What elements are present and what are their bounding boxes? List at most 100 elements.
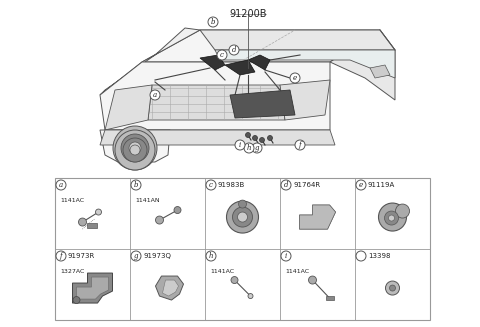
Polygon shape (105, 85, 152, 130)
Circle shape (396, 204, 409, 218)
Text: 91973R: 91973R (68, 253, 95, 259)
Circle shape (260, 137, 264, 143)
Text: h: h (209, 252, 213, 260)
Text: 1141AC: 1141AC (285, 269, 309, 274)
Text: d: d (232, 46, 236, 54)
Polygon shape (148, 85, 285, 120)
Circle shape (206, 180, 216, 190)
Text: f: f (299, 141, 301, 149)
FancyBboxPatch shape (86, 223, 96, 228)
Circle shape (356, 180, 366, 190)
Text: 91200B: 91200B (229, 9, 267, 19)
Circle shape (131, 180, 141, 190)
Circle shape (238, 212, 248, 222)
Polygon shape (300, 205, 336, 229)
Circle shape (389, 285, 396, 291)
Text: 1141AC: 1141AC (210, 269, 234, 274)
Polygon shape (100, 28, 200, 95)
Text: b: b (211, 18, 215, 26)
Polygon shape (200, 55, 225, 70)
Circle shape (231, 277, 238, 284)
Text: e: e (359, 181, 363, 189)
Circle shape (232, 207, 252, 227)
Circle shape (174, 207, 181, 214)
Text: c: c (209, 181, 213, 189)
Circle shape (73, 297, 80, 303)
Circle shape (229, 45, 239, 55)
Circle shape (252, 143, 262, 153)
Text: e: e (293, 74, 297, 82)
FancyBboxPatch shape (55, 178, 430, 320)
Text: a: a (153, 91, 157, 99)
Circle shape (252, 135, 257, 141)
Polygon shape (100, 62, 330, 130)
Polygon shape (200, 30, 395, 50)
Circle shape (121, 134, 149, 162)
Circle shape (295, 140, 305, 150)
Circle shape (384, 211, 398, 225)
Polygon shape (163, 280, 179, 296)
Circle shape (206, 251, 216, 261)
Circle shape (115, 130, 155, 170)
Circle shape (56, 251, 66, 261)
Circle shape (208, 17, 218, 27)
Polygon shape (72, 273, 112, 303)
Circle shape (235, 140, 245, 150)
Circle shape (227, 201, 259, 233)
Polygon shape (225, 60, 255, 75)
Polygon shape (76, 277, 108, 299)
Text: g: g (255, 144, 259, 152)
Circle shape (129, 142, 141, 154)
Circle shape (96, 209, 101, 215)
Polygon shape (215, 50, 395, 78)
Circle shape (56, 180, 66, 190)
Circle shape (156, 216, 164, 224)
Circle shape (217, 50, 227, 60)
Text: c: c (220, 51, 224, 59)
Circle shape (79, 218, 86, 226)
Text: 1327AC: 1327AC (60, 269, 84, 274)
Polygon shape (248, 55, 270, 70)
Polygon shape (230, 90, 295, 118)
Text: 91983B: 91983B (218, 182, 245, 188)
Text: i: i (285, 252, 287, 260)
Circle shape (245, 132, 251, 137)
Text: b: b (134, 181, 138, 189)
Text: 91973Q: 91973Q (143, 253, 171, 259)
Circle shape (388, 215, 395, 221)
Polygon shape (300, 205, 336, 229)
Text: d: d (284, 181, 288, 189)
Circle shape (248, 294, 253, 299)
Circle shape (244, 143, 254, 153)
Circle shape (150, 90, 160, 100)
Text: 13398: 13398 (368, 253, 391, 259)
Text: h: h (247, 144, 251, 152)
Text: 1141AN: 1141AN (135, 198, 160, 203)
Polygon shape (100, 130, 335, 145)
Polygon shape (280, 80, 330, 120)
Circle shape (290, 73, 300, 83)
Circle shape (239, 200, 247, 208)
Text: 1141AC: 1141AC (60, 198, 84, 203)
Polygon shape (330, 30, 395, 100)
Text: g: g (134, 252, 138, 260)
Text: 91764R: 91764R (293, 182, 320, 188)
Circle shape (385, 281, 399, 295)
Polygon shape (156, 276, 183, 300)
Text: a: a (59, 181, 63, 189)
Text: 91119A: 91119A (368, 182, 395, 188)
Polygon shape (370, 65, 390, 78)
Circle shape (379, 203, 407, 231)
Circle shape (130, 145, 140, 155)
Text: f: f (60, 252, 62, 260)
Text: i: i (239, 141, 241, 149)
Circle shape (123, 138, 147, 162)
Polygon shape (142, 30, 380, 62)
Circle shape (356, 251, 366, 261)
Circle shape (281, 251, 291, 261)
FancyBboxPatch shape (325, 296, 334, 300)
Circle shape (113, 126, 157, 170)
Circle shape (131, 251, 141, 261)
Circle shape (309, 276, 316, 284)
Polygon shape (100, 130, 170, 162)
